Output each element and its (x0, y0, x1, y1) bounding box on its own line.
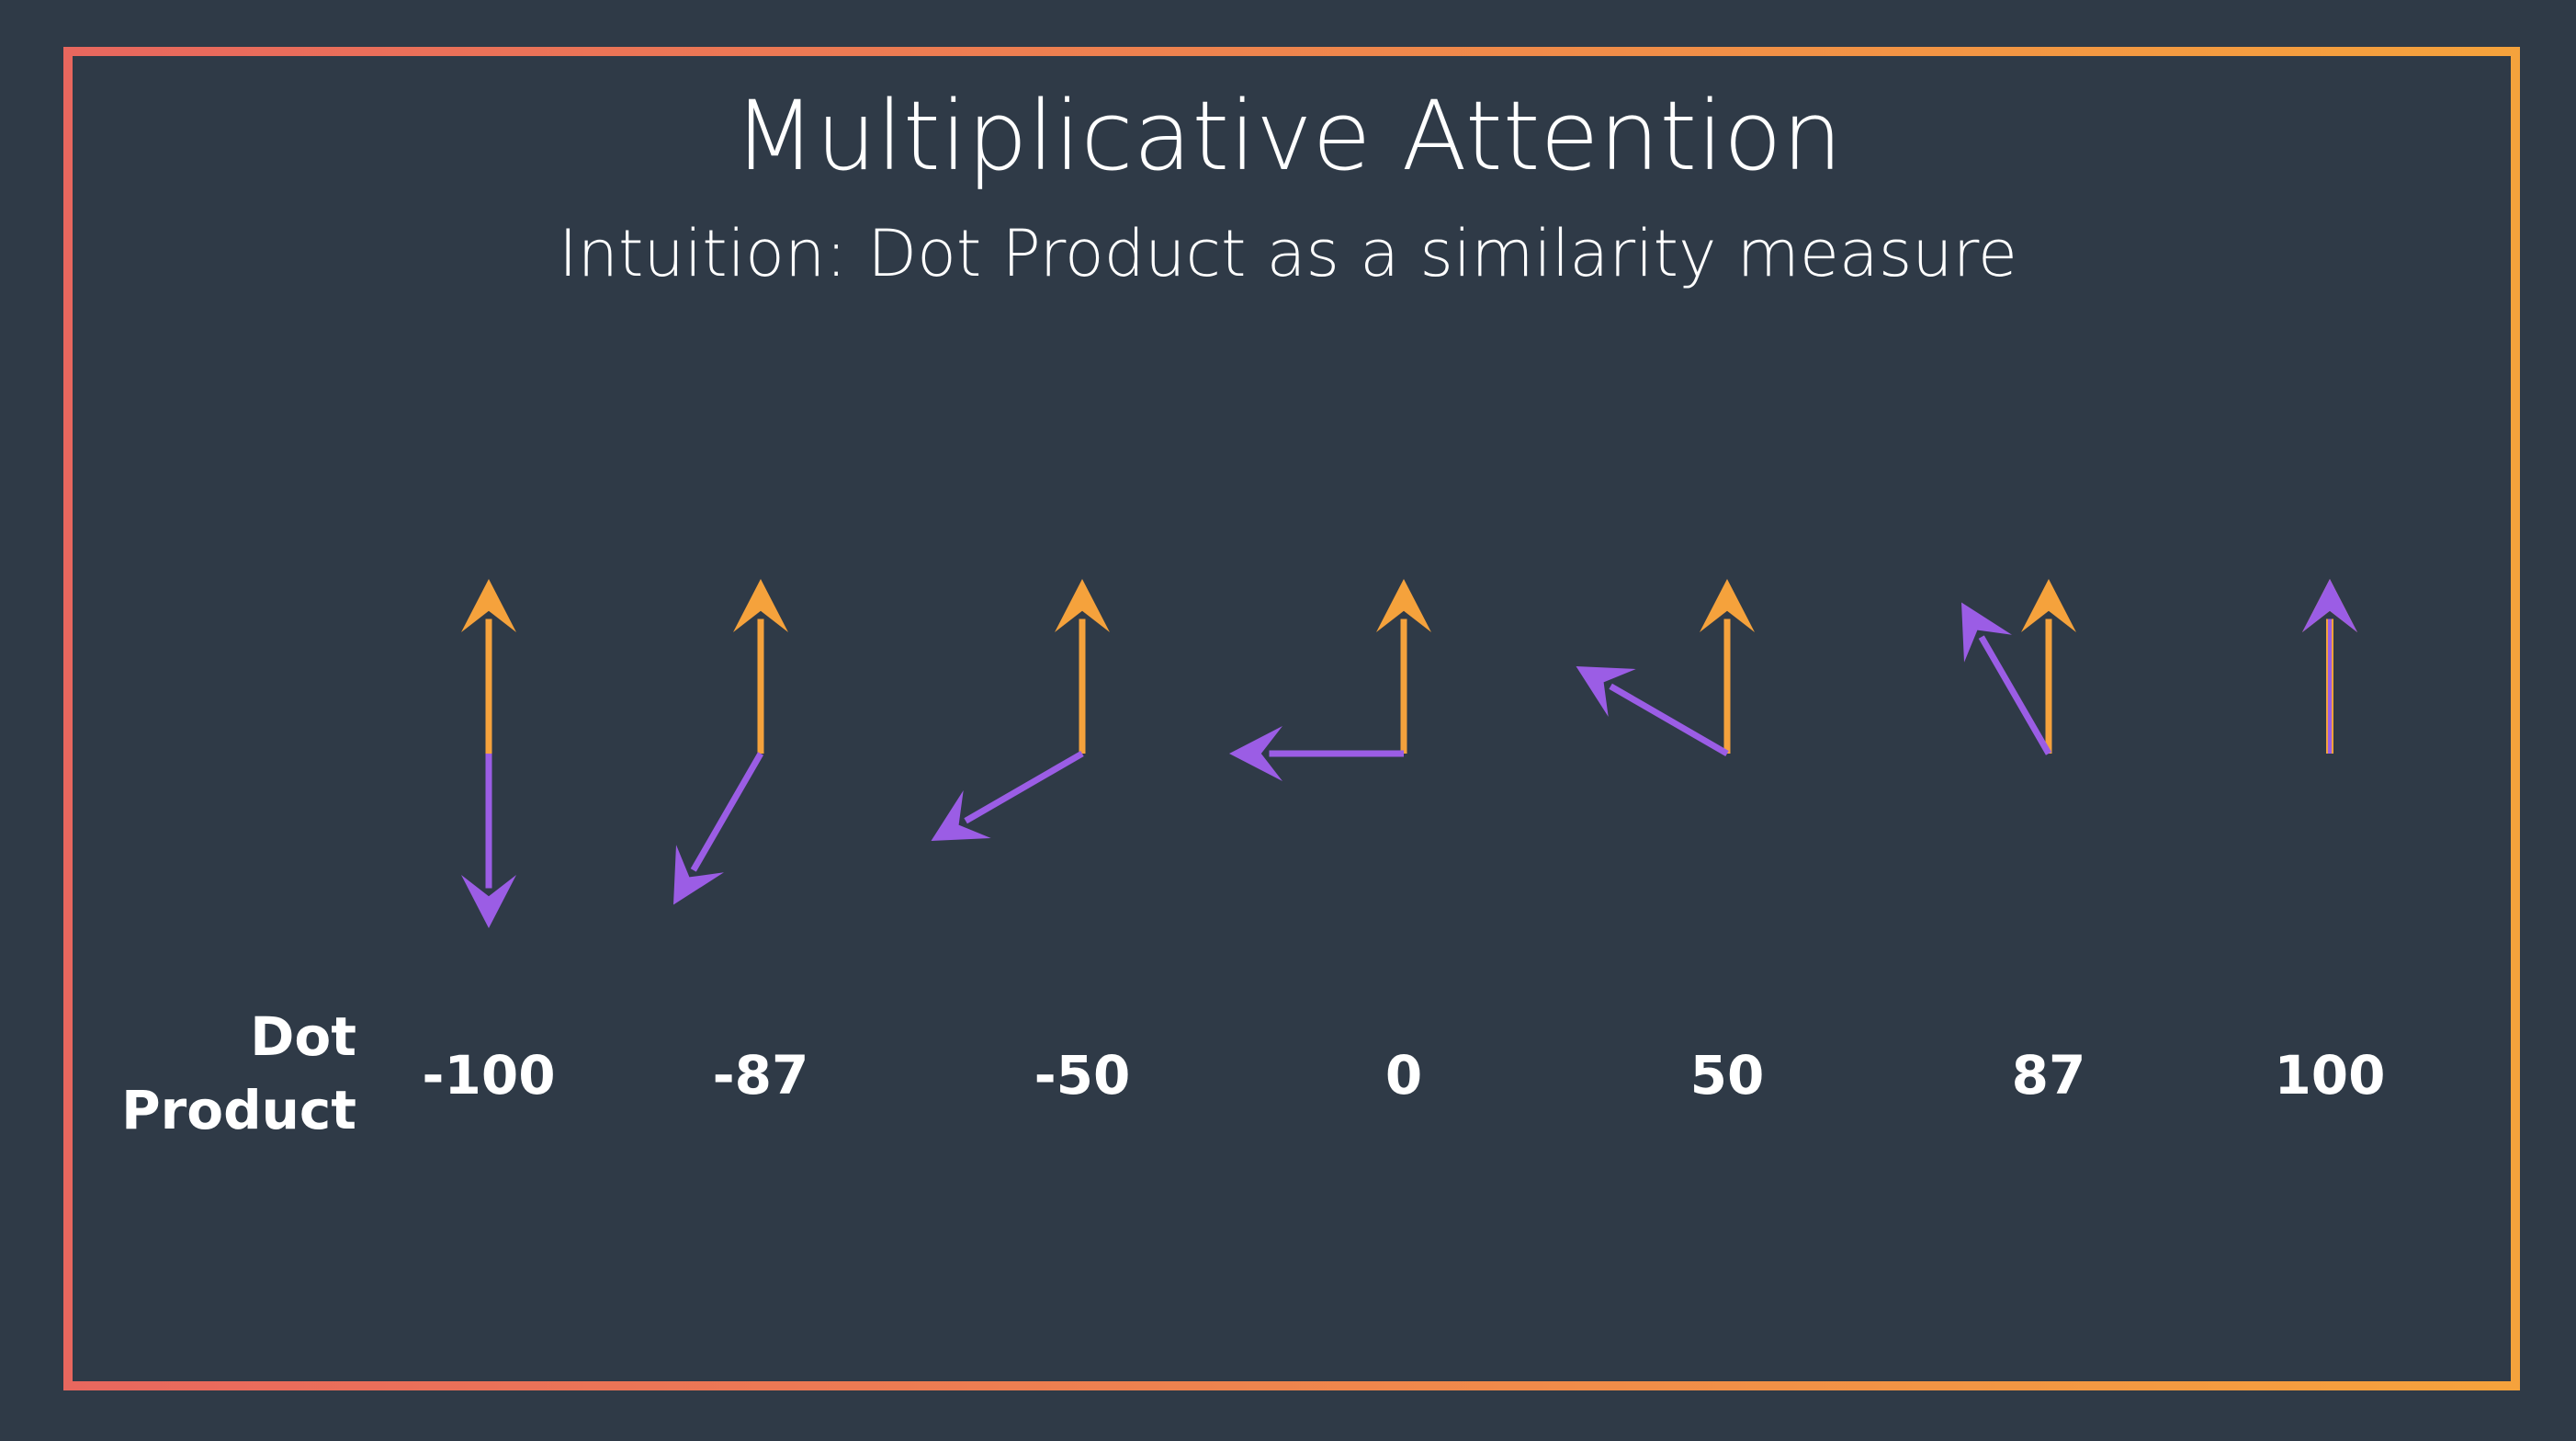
query-vector-arrow-shaft (690, 752, 764, 872)
dot-product-value: 0 (1385, 1044, 1422, 1106)
query-vector-arrow-head (1229, 726, 1282, 781)
reference-vector-arrow-head (733, 579, 788, 632)
dot-product-value: -100 (422, 1044, 555, 1106)
reference-vector-arrow (461, 579, 516, 754)
reference-vector-arrow-head (461, 579, 516, 632)
gradient-frame (63, 47, 2520, 1390)
query-vector-arrow (1961, 602, 2052, 755)
vector-pair-2: -87 (673, 579, 808, 1106)
vector-pair-4: 0 (1229, 579, 1431, 1106)
reference-vector-arrow-head (2021, 579, 2076, 632)
reference-vector-arrow-head (1055, 579, 1110, 632)
query-vector-arrow (461, 754, 516, 928)
reference-vector-arrow (733, 579, 788, 754)
reference-vector-arrow (1055, 579, 1110, 754)
vector-pair-3: -50 (931, 579, 1131, 1106)
row-label-line1: Dot (250, 1005, 356, 1068)
query-vector-arrow-head (1961, 602, 2012, 663)
vector-pairs: -100 -87 -50 0 50 87 100 (422, 579, 2386, 1106)
dot-product-value: -87 (713, 1044, 809, 1106)
query-vector-arrow-head (1576, 666, 1636, 717)
query-vector-arrow (1576, 666, 1729, 757)
query-vector-arrow-head (931, 790, 991, 841)
query-vector-arrow (1229, 726, 1404, 781)
query-vector-arrow-shaft (1978, 635, 2052, 755)
vector-pair-7: 100 (2274, 579, 2386, 1106)
reference-vector-arrow (1376, 579, 1431, 754)
row-label: Dot Product (121, 1005, 356, 1141)
query-vector-arrow (673, 752, 764, 905)
dot-product-value: 100 (2274, 1044, 2385, 1106)
vector-pair-1: -100 (422, 579, 556, 1106)
dot-product-value: 87 (2012, 1044, 2086, 1106)
vector-pair-6: 87 (1961, 579, 2085, 1106)
reference-vector-arrow (1700, 579, 1755, 754)
query-vector-arrow (2302, 579, 2357, 754)
row-label-line2: Product (121, 1079, 356, 1141)
reference-vector-arrow (2021, 579, 2076, 754)
query-vector-arrow (931, 750, 1084, 841)
slide-subtitle: Intuition: Dot Product as a similarity m… (559, 216, 2017, 291)
reference-vector-arrow-head (1700, 579, 1755, 632)
query-vector-arrow-head (2302, 579, 2357, 632)
query-vector-arrow-shaft (964, 750, 1084, 824)
query-vector-arrow-head (461, 875, 516, 928)
query-vector-arrow-head (673, 845, 724, 905)
dot-product-value: -50 (1034, 1044, 1131, 1106)
slide-title: Multiplicative Attention (733, 80, 1842, 192)
query-vector-arrow-shaft (1609, 683, 1729, 757)
vector-pair-5: 50 (1576, 579, 1765, 1106)
reference-vector-arrow-head (1376, 579, 1431, 632)
dot-product-value: 50 (1690, 1044, 1765, 1106)
